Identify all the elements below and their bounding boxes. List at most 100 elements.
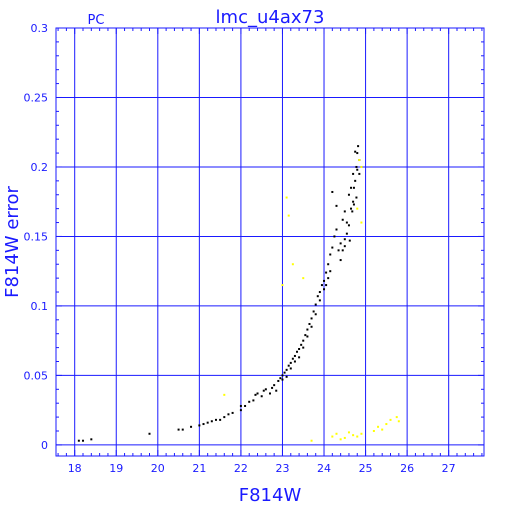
data-point-black: [335, 204, 338, 207]
data-point-black: [298, 356, 301, 359]
data-point-black: [314, 303, 317, 306]
data-point-black: [323, 288, 326, 291]
data-point-black: [279, 377, 282, 380]
x-tick-label: 25: [359, 462, 373, 475]
data-point-black: [190, 425, 193, 428]
data-point-black: [231, 411, 234, 414]
data-point-black: [82, 439, 85, 442]
data-point-black: [289, 367, 292, 370]
data-point-black: [277, 379, 280, 382]
data-point-black: [357, 145, 360, 148]
data-point-black: [248, 400, 251, 403]
data-point-yellow: [335, 432, 338, 435]
data-point-black: [341, 218, 344, 221]
data-point-black: [318, 299, 321, 302]
data-point-black: [223, 416, 226, 419]
data-point-black: [256, 392, 259, 395]
data-point-yellow: [360, 165, 363, 168]
x-tick-labels: 18 19 20 21 22 23 24 25 26 27: [68, 462, 456, 475]
data-point-black: [77, 439, 80, 442]
y-tick-label: 0.2: [31, 161, 49, 174]
data-point-black: [219, 418, 222, 421]
data-point-black: [333, 235, 336, 238]
y-axis-title: F814W error: [2, 186, 23, 298]
data-point-black: [351, 210, 354, 213]
data-point-black: [358, 172, 361, 175]
data-point-black: [269, 392, 271, 395]
data-points: [77, 145, 400, 442]
x-tick-label: 24: [317, 462, 331, 475]
data-point-black: [310, 317, 313, 320]
data-point-yellow: [223, 393, 226, 396]
data-point-black: [343, 245, 346, 248]
data-point-black: [148, 432, 151, 435]
data-point-black: [325, 271, 328, 274]
data-point-black: [214, 418, 217, 421]
data-point-black: [262, 389, 265, 392]
data-point-black: [264, 388, 267, 391]
data-point-black: [177, 428, 180, 431]
y-tick-label: 0: [41, 439, 48, 452]
data-point-black: [352, 172, 355, 175]
data-point-yellow: [389, 418, 392, 421]
data-point-black: [348, 239, 351, 242]
data-point-yellow: [360, 221, 363, 224]
data-point-black: [306, 328, 309, 331]
data-point-black: [343, 238, 346, 241]
chart-title: lmc_u4ax73: [216, 7, 325, 28]
data-point-black: [331, 246, 334, 249]
data-point-black: [198, 424, 201, 427]
data-point-yellow: [310, 439, 313, 442]
data-point-black: [285, 368, 288, 371]
data-point-black: [323, 279, 326, 282]
data-point-black: [310, 325, 313, 328]
data-point-yellow: [281, 284, 284, 287]
data-point-yellow: [377, 425, 380, 428]
data-point-black: [350, 207, 353, 210]
data-point-yellow: [397, 420, 400, 423]
data-point-black: [355, 196, 358, 199]
x-tick-label: 27: [442, 462, 456, 475]
data-point-black: [356, 168, 359, 171]
data-point-black: [281, 378, 284, 381]
data-point-black: [271, 386, 274, 389]
data-point-yellow: [331, 435, 334, 438]
data-point-yellow: [343, 436, 346, 439]
data-point-black: [350, 186, 353, 189]
data-point-black: [325, 284, 328, 287]
data-point-black: [339, 259, 342, 262]
data-point-yellow: [352, 434, 355, 437]
data-point-black: [316, 295, 319, 298]
data-point-yellow: [291, 263, 294, 266]
data-point-black: [244, 404, 247, 407]
data-point-black: [343, 210, 346, 213]
data-point-black: [296, 350, 299, 353]
data-point-black: [300, 343, 303, 346]
data-point-black: [304, 334, 307, 337]
data-point-black: [281, 374, 284, 377]
data-point-yellow: [395, 416, 398, 419]
x-tick-label: 23: [275, 462, 289, 475]
data-point-black: [352, 203, 355, 206]
data-point-black: [239, 404, 242, 407]
data-point-black: [347, 193, 350, 196]
data-point-black: [283, 371, 286, 374]
data-point-black: [327, 277, 330, 280]
data-point-black: [329, 270, 332, 273]
data-point-black: [341, 249, 344, 252]
y-tick-label: 0.25: [24, 91, 49, 104]
data-point-black: [202, 423, 205, 426]
data-point-black: [312, 310, 315, 313]
data-point-black: [254, 393, 257, 396]
data-point-yellow: [381, 428, 384, 431]
data-point-black: [314, 313, 317, 316]
data-point-yellow: [339, 438, 342, 441]
data-point-black: [181, 428, 184, 431]
x-tick-label: 19: [109, 462, 123, 475]
data-point-black: [320, 284, 323, 287]
corner-label: PC: [88, 13, 105, 28]
data-point-black: [275, 389, 278, 392]
y-tick-label: 0.3: [31, 22, 49, 35]
